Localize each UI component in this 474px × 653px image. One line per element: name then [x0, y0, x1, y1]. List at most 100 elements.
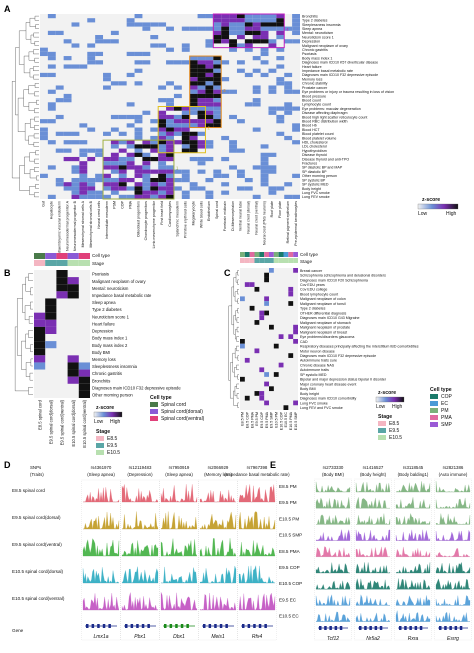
celltype-label: Spinal cord — [161, 402, 186, 408]
stage-label: E8.5 — [107, 436, 118, 442]
heatmap-cell — [118, 177, 127, 183]
stage-bar — [273, 258, 279, 263]
heatmap-cell — [205, 64, 214, 69]
heatmap-cell — [142, 51, 151, 57]
row-label: Breast cancer — [300, 269, 323, 273]
heatmap-cell — [134, 169, 143, 174]
coverage-track — [121, 540, 159, 557]
coverage-track — [355, 497, 391, 509]
locus-frame — [354, 478, 392, 641]
heatmap-cell — [189, 93, 198, 99]
row-label: HDL cholesterol — [302, 141, 328, 145]
coverage-track — [160, 538, 198, 557]
dendrogram-branch — [231, 286, 234, 325]
row-label: Diagnoses main ICD10 G43 Migraine — [300, 316, 360, 320]
heatmap-cell — [134, 119, 143, 124]
stage-bar — [288, 258, 294, 263]
snp-id: rs12119483 — [129, 465, 152, 470]
heatmap-cell — [47, 56, 56, 61]
panel-b-legend-zscore: z-score — [96, 405, 114, 411]
heatmap-cell — [181, 144, 190, 149]
dendrogram-branch — [228, 305, 232, 381]
column-label: Chondrocyte progenitors — [144, 201, 148, 241]
gene-exon — [409, 626, 412, 630]
gene-exon — [203, 624, 206, 628]
heatmap-cell — [284, 26, 293, 31]
dendrogram-branch — [25, 362, 31, 377]
heatmap-cell — [79, 169, 88, 174]
row-label: LDL cholesterol — [302, 145, 327, 149]
heatmap-cell — [276, 14, 285, 19]
heatmap-cell — [134, 68, 143, 73]
heatmap-cell — [158, 123, 167, 128]
heatmap-cell — [173, 123, 182, 128]
heatmap-cell — [268, 186, 277, 191]
snp-id: rs4361970 — [91, 465, 112, 470]
panel-c: C Cell type Stage Breast cancerSchizophr… — [224, 252, 453, 441]
heatmap-cell — [95, 39, 104, 44]
heatmap-cell — [134, 182, 143, 187]
heatmap-cell — [181, 47, 190, 52]
dendrogram-branch — [33, 74, 39, 80]
row-label: Blood pressure — [302, 94, 326, 98]
heatmap-cell — [229, 14, 237, 19]
heatmap-cell — [150, 194, 159, 199]
row-label: Body BMI — [300, 387, 316, 391]
heatmap-cell — [189, 60, 198, 65]
heatmap-cell — [87, 43, 96, 48]
heatmap-cell — [205, 106, 214, 111]
row-label: Impedance basal metabolic rate — [92, 293, 152, 298]
row-label: Impedance basal metabolic rate — [302, 69, 353, 73]
heatmap-cell — [259, 391, 265, 396]
heatmap-cell — [158, 169, 167, 174]
heatmap-cell — [134, 148, 143, 153]
stage-bar — [264, 258, 269, 263]
dendrogram-branch — [34, 15, 39, 21]
dendrogram-branch — [36, 175, 39, 181]
heatmap-cell — [276, 114, 285, 120]
snp-trait: (Body height) — [360, 472, 387, 477]
heatmap-cell — [34, 362, 46, 370]
dendrogram-branch — [34, 158, 39, 164]
stage-bar — [240, 258, 245, 263]
coverage-track — [435, 529, 471, 541]
heatmap-cell — [134, 81, 143, 86]
heatmap-cell — [276, 119, 285, 124]
heatmap-cell — [67, 284, 79, 292]
dendrogram-branch — [22, 284, 26, 313]
coverage-track — [315, 562, 351, 574]
dendrogram-branch — [24, 156, 31, 174]
heatmap-cell — [264, 310, 269, 316]
heatmap-cell — [166, 186, 174, 191]
locus-frame — [434, 478, 472, 641]
heatmap-cell — [47, 119, 56, 124]
row-label: Body mass index 1 — [302, 56, 332, 60]
coverage-track — [435, 513, 471, 525]
heatmap-cell — [158, 43, 167, 48]
panel-b-legend: z-score Low High Stage Cell type E8.5E9.… — [93, 395, 205, 456]
heatmap-cell — [166, 123, 174, 128]
heatmap-cell — [189, 186, 198, 191]
heatmap-cell — [126, 51, 135, 57]
row-label: Body mass index 2 — [92, 343, 128, 348]
heatmap-cell — [55, 114, 64, 120]
celltype-swatch — [150, 409, 158, 414]
heatmap-cell — [103, 161, 111, 166]
row-label: Depression — [302, 40, 320, 44]
row-label: CAD — [300, 340, 308, 344]
celltype-bar — [240, 252, 245, 257]
heatmap-cell — [197, 68, 206, 73]
heatmap-cell — [63, 93, 72, 99]
heatmap-cell — [79, 177, 88, 183]
row-label: Cov EDU college — [300, 288, 327, 292]
heatmap-cell — [197, 140, 206, 145]
column-label: Neural crest (PNS neurons) — [262, 201, 266, 245]
column-label: Di-Mesencephalon — [231, 201, 235, 231]
heatmap-cell — [213, 85, 222, 90]
panel-c-column-labels: E8.5 PM E8.5 COP E8.5 PMA E9.5 PM E9.5 COP E9… — [241, 411, 298, 430]
column-label: E10.5 COP — [279, 411, 283, 430]
heatmap-cell — [240, 296, 245, 302]
coverage-track — [121, 484, 159, 503]
track-label: E8.5 PM — [279, 484, 297, 489]
celltype-bar — [288, 252, 294, 257]
